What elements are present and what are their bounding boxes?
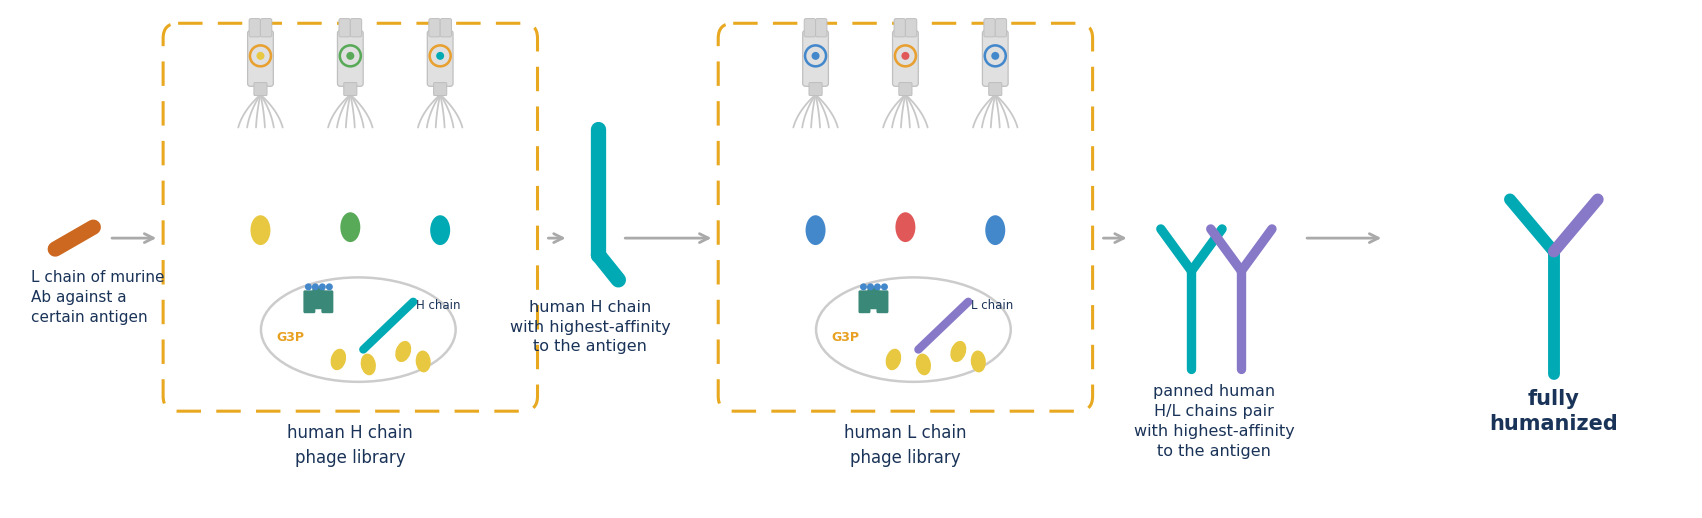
Ellipse shape (395, 341, 412, 362)
Circle shape (902, 52, 909, 60)
Ellipse shape (916, 354, 931, 375)
Ellipse shape (250, 215, 271, 245)
Ellipse shape (805, 215, 825, 245)
Ellipse shape (415, 351, 431, 372)
Ellipse shape (361, 354, 376, 375)
FancyBboxPatch shape (427, 31, 453, 87)
FancyBboxPatch shape (247, 31, 274, 87)
Ellipse shape (330, 349, 346, 370)
FancyBboxPatch shape (254, 82, 267, 95)
FancyBboxPatch shape (803, 31, 829, 87)
Ellipse shape (340, 212, 361, 242)
Ellipse shape (260, 278, 456, 382)
Circle shape (860, 283, 866, 290)
Text: fully
humanized: fully humanized (1489, 390, 1619, 434)
FancyBboxPatch shape (260, 19, 272, 37)
FancyBboxPatch shape (877, 290, 888, 313)
Ellipse shape (985, 215, 1006, 245)
FancyBboxPatch shape (313, 286, 325, 309)
Circle shape (873, 283, 882, 290)
Text: human L chain
phage library: human L chain phage library (844, 424, 967, 467)
FancyBboxPatch shape (805, 19, 815, 37)
FancyBboxPatch shape (808, 82, 822, 95)
FancyBboxPatch shape (322, 290, 334, 313)
FancyBboxPatch shape (815, 19, 827, 37)
FancyBboxPatch shape (996, 19, 1006, 37)
Text: panned human
H/L chains pair
with highest-affinity
to the antigen: panned human H/L chains pair with highes… (1134, 384, 1295, 459)
Circle shape (305, 283, 311, 290)
Text: H chain: H chain (417, 299, 461, 312)
FancyBboxPatch shape (858, 290, 870, 313)
Ellipse shape (431, 215, 449, 245)
Ellipse shape (815, 278, 1011, 382)
Circle shape (866, 283, 873, 290)
FancyBboxPatch shape (248, 19, 260, 37)
FancyBboxPatch shape (894, 19, 905, 37)
Text: L chain: L chain (972, 299, 1014, 312)
FancyBboxPatch shape (337, 31, 363, 87)
FancyBboxPatch shape (982, 31, 1008, 87)
FancyBboxPatch shape (892, 31, 919, 87)
FancyBboxPatch shape (351, 19, 361, 37)
Circle shape (318, 283, 325, 290)
Circle shape (882, 283, 888, 290)
Circle shape (311, 283, 318, 290)
Circle shape (812, 52, 820, 60)
FancyBboxPatch shape (303, 290, 315, 313)
Circle shape (325, 283, 334, 290)
Text: human H chain
with highest-affinity
to the antigen: human H chain with highest-affinity to t… (511, 300, 671, 354)
Ellipse shape (885, 349, 900, 370)
FancyBboxPatch shape (344, 82, 357, 95)
FancyBboxPatch shape (989, 82, 1002, 95)
FancyBboxPatch shape (429, 19, 441, 37)
Text: G3P: G3P (832, 331, 860, 344)
Circle shape (346, 52, 354, 60)
Ellipse shape (970, 351, 985, 372)
FancyBboxPatch shape (984, 19, 996, 37)
Ellipse shape (950, 341, 967, 362)
FancyBboxPatch shape (899, 82, 912, 95)
FancyBboxPatch shape (441, 19, 451, 37)
FancyBboxPatch shape (434, 82, 446, 95)
Text: L chain of murine
Ab against a
certain antigen: L chain of murine Ab against a certain a… (31, 270, 165, 325)
Ellipse shape (895, 212, 916, 242)
FancyBboxPatch shape (905, 19, 917, 37)
Text: G3P: G3P (276, 331, 305, 344)
Circle shape (991, 52, 999, 60)
Text: human H chain
phage library: human H chain phage library (288, 424, 414, 467)
Circle shape (257, 52, 264, 60)
FancyBboxPatch shape (868, 286, 880, 309)
Circle shape (436, 52, 444, 60)
FancyBboxPatch shape (339, 19, 351, 37)
